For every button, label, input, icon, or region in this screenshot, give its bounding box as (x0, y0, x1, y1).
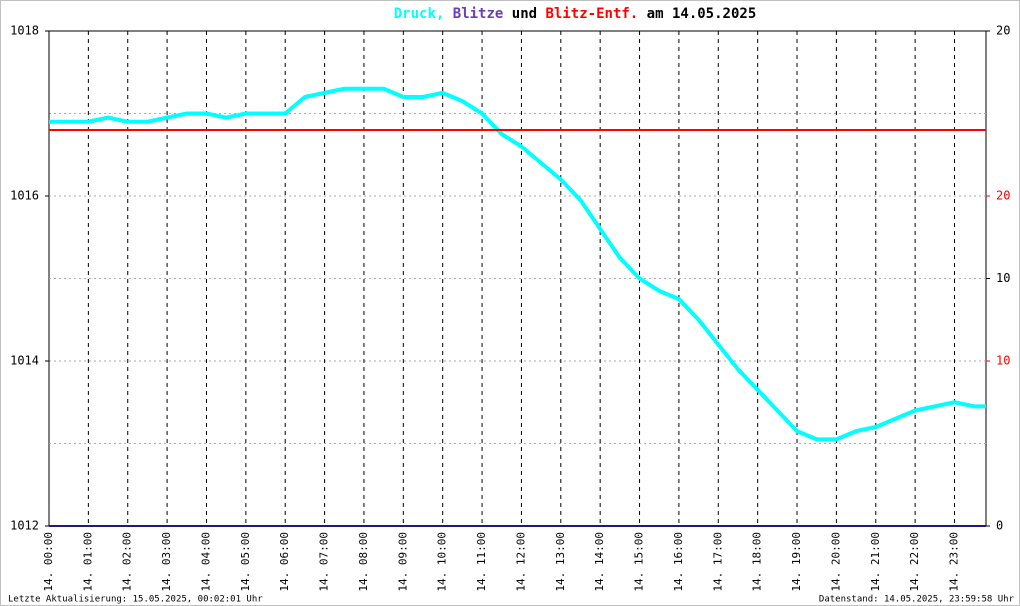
y2-tick-label: 20 (996, 24, 1010, 38)
y3-tick-label: 20 (996, 189, 1010, 203)
x-tick-label: 14. 18:00 (751, 532, 764, 592)
title-part: Blitze (453, 6, 504, 22)
x-tick-label: 14. 20:00 (829, 532, 842, 592)
title-part: am 14.05.2025 (647, 6, 757, 22)
footer-right: Datenstand: 14.05.2025, 23:59:58 Uhr (819, 595, 1015, 605)
y-tick-label: 1018 (10, 24, 39, 38)
x-tick-label: 14. 07:00 (318, 532, 331, 592)
x-tick-label: 14. 13:00 (554, 532, 567, 592)
y-tick-label: 1016 (10, 189, 39, 203)
x-tick-label: 14. 02:00 (121, 532, 134, 592)
x-tick-label: 14. 09:00 (396, 532, 409, 592)
x-tick-label: 14. 01:00 (81, 532, 94, 592)
x-tick-label: 14. 03:00 (160, 532, 173, 592)
x-tick-label: 14. 17:00 (711, 532, 724, 592)
y-tick-label: 1012 (10, 519, 39, 533)
x-tick-label: 14. 06:00 (278, 532, 291, 592)
chart-title: Druck, Blitze und Blitz-Entf. am 14.05.2… (394, 6, 757, 22)
x-tick-label: 14. 12:00 (514, 532, 527, 592)
x-tick-label: 14. 19:00 (790, 532, 803, 592)
y2-tick-label: 0 (996, 519, 1003, 533)
x-tick-label: 14. 15:00 (633, 532, 646, 592)
x-tick-label: 14. 04:00 (199, 532, 212, 592)
x-tick-label: 14. 08:00 (357, 532, 370, 592)
title-part: Druck, (394, 6, 445, 22)
footer-left: Letzte Aktualisierung: 15.05.2025, 00:02… (8, 595, 263, 605)
x-tick-label: 14. 14:00 (593, 532, 606, 592)
x-tick-label: 14. 16:00 (672, 532, 685, 592)
x-tick-label: 14. 11:00 (475, 532, 488, 592)
y2-tick-label: 10 (996, 271, 1010, 285)
x-tick-label: 14. 23:00 (948, 532, 961, 592)
x-tick-label: 14. 21:00 (869, 532, 882, 592)
x-tick-label: 14. 10:00 (436, 532, 449, 592)
y-tick-label: 1014 (10, 354, 39, 368)
title-part: und (512, 6, 537, 22)
x-tick-label: 14. 05:00 (239, 532, 252, 592)
y3-tick-label: 10 (996, 354, 1010, 368)
title-part: Blitz-Entf. (546, 6, 639, 22)
x-tick-label: 14. 22:00 (908, 532, 921, 592)
x-tick-label: 14. 00:00 (42, 532, 55, 592)
series-line (49, 86, 986, 442)
